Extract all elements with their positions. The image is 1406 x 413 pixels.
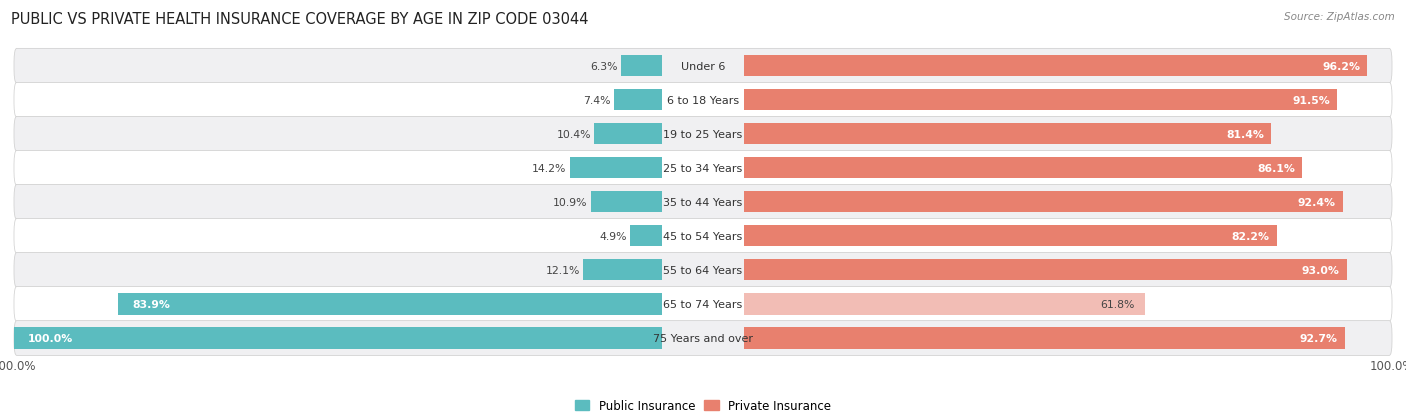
FancyBboxPatch shape — [14, 185, 1392, 220]
Text: 6.3%: 6.3% — [591, 62, 617, 71]
Text: 92.4%: 92.4% — [1298, 197, 1336, 207]
Text: 75 Years and over: 75 Years and over — [652, 333, 754, 343]
Text: 10.4%: 10.4% — [557, 129, 591, 140]
Bar — [583, 260, 662, 281]
Text: 35 to 44 Years: 35 to 44 Years — [664, 197, 742, 207]
Text: 82.2%: 82.2% — [1232, 231, 1270, 241]
FancyBboxPatch shape — [14, 151, 1392, 186]
Text: 55 to 64 Years: 55 to 64 Years — [664, 265, 742, 275]
FancyBboxPatch shape — [14, 287, 1392, 322]
FancyBboxPatch shape — [14, 49, 1392, 84]
Bar — [569, 158, 662, 179]
Text: 86.1%: 86.1% — [1257, 164, 1295, 173]
Text: 45 to 54 Years: 45 to 54 Years — [664, 231, 742, 241]
Text: 6 to 18 Years: 6 to 18 Years — [666, 95, 740, 105]
Bar — [14, 328, 662, 349]
Text: 7.4%: 7.4% — [583, 95, 610, 105]
FancyBboxPatch shape — [14, 83, 1392, 118]
FancyBboxPatch shape — [14, 117, 1392, 152]
Bar — [744, 192, 1343, 213]
Bar — [595, 124, 662, 145]
Bar — [744, 90, 1337, 111]
Text: 14.2%: 14.2% — [531, 164, 567, 173]
Bar — [744, 226, 1277, 247]
Text: 25 to 34 Years: 25 to 34 Years — [664, 164, 742, 173]
Text: 19 to 25 Years: 19 to 25 Years — [664, 129, 742, 140]
Bar — [591, 192, 662, 213]
Text: 96.2%: 96.2% — [1323, 62, 1361, 71]
Text: 93.0%: 93.0% — [1302, 265, 1340, 275]
Bar — [614, 90, 662, 111]
Text: 4.9%: 4.9% — [599, 231, 627, 241]
Bar — [744, 124, 1271, 145]
Text: 91.5%: 91.5% — [1292, 95, 1330, 105]
Text: 81.4%: 81.4% — [1226, 129, 1264, 140]
Text: 12.1%: 12.1% — [546, 265, 579, 275]
Text: Under 6: Under 6 — [681, 62, 725, 71]
Bar — [630, 226, 662, 247]
FancyBboxPatch shape — [14, 219, 1392, 254]
Text: 10.9%: 10.9% — [553, 197, 588, 207]
FancyBboxPatch shape — [14, 321, 1392, 356]
Bar — [621, 56, 662, 77]
Text: 61.8%: 61.8% — [1099, 299, 1135, 309]
Bar — [744, 328, 1344, 349]
FancyBboxPatch shape — [14, 253, 1392, 287]
Text: 83.9%: 83.9% — [132, 299, 170, 309]
Bar — [744, 56, 1367, 77]
Bar — [118, 294, 662, 315]
Legend: Public Insurance, Private Insurance: Public Insurance, Private Insurance — [571, 394, 835, 413]
Text: 100.0%: 100.0% — [28, 333, 73, 343]
Text: 92.7%: 92.7% — [1299, 333, 1337, 343]
Bar — [744, 260, 1347, 281]
Text: PUBLIC VS PRIVATE HEALTH INSURANCE COVERAGE BY AGE IN ZIP CODE 03044: PUBLIC VS PRIVATE HEALTH INSURANCE COVER… — [11, 12, 589, 27]
Bar — [744, 294, 1144, 315]
Text: 65 to 74 Years: 65 to 74 Years — [664, 299, 742, 309]
Bar — [744, 158, 1302, 179]
Text: Source: ZipAtlas.com: Source: ZipAtlas.com — [1284, 12, 1395, 22]
